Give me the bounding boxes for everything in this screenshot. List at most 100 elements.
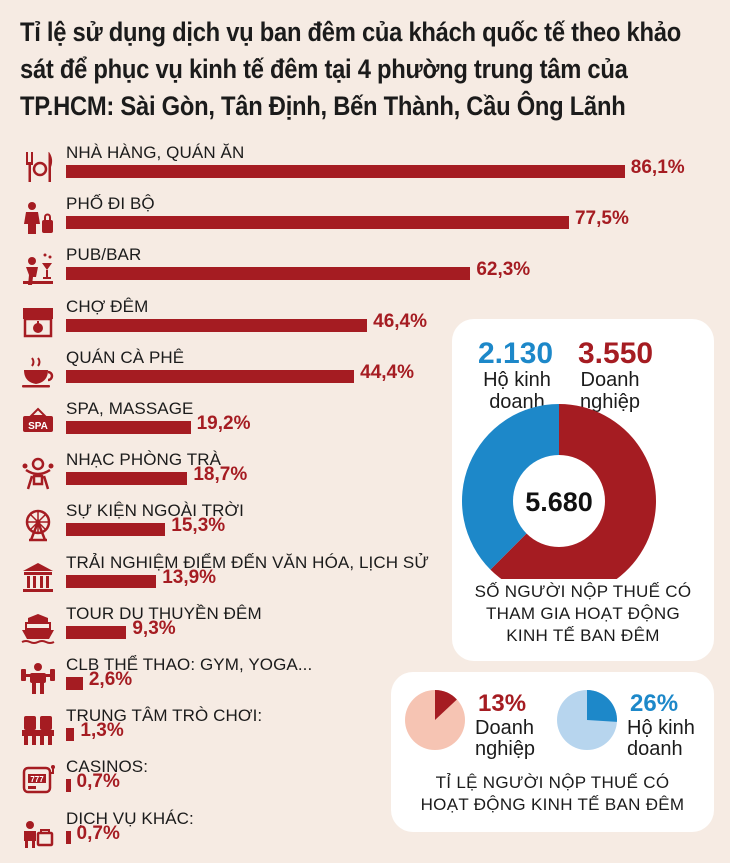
enterprise-count: 3.550 bbox=[578, 337, 654, 370]
bar-value-label: 44,4% bbox=[360, 361, 415, 383]
household-count: 2.130 bbox=[478, 337, 554, 370]
donut-total: 5.680 bbox=[525, 487, 593, 517]
enterprise-pie-label: Doanh nghiệp bbox=[475, 718, 535, 760]
bar-row: SPA SPA, MASSAGE 19,2% bbox=[0, 399, 730, 451]
household-label: Hộ kinh doanh bbox=[472, 369, 562, 413]
household-pie-label-line1: Hộ kinh bbox=[627, 717, 695, 739]
donut-slice bbox=[462, 404, 559, 570]
pub-bar-icon bbox=[20, 251, 56, 287]
walking-street-icon bbox=[20, 200, 56, 236]
enterprise-pie-label-line2: nghiệp bbox=[475, 738, 536, 760]
household-label-line2: doanh bbox=[489, 391, 545, 413]
bar bbox=[66, 369, 355, 383]
enterprise-percent: 13% bbox=[478, 690, 527, 717]
bar-category-label: SPA, MASSAGE bbox=[66, 399, 194, 418]
bar bbox=[66, 165, 625, 178]
enterprise-label: Doanh nghiệp bbox=[570, 369, 650, 413]
bar-value-label: 2,6% bbox=[88, 669, 133, 690]
coffee-cup-icon bbox=[20, 354, 56, 390]
bar-value-label: 13,9% bbox=[162, 566, 217, 588]
ferris-wheel-icon bbox=[20, 507, 56, 543]
bar-row: NHẠC PHÒNG TRÀ 18,7% bbox=[0, 450, 730, 502]
cruise-boat-icon bbox=[20, 610, 56, 646]
bar-row: DỊCH VỤ KHÁC: 0,7% bbox=[0, 809, 730, 861]
chart-title: Tỉ lệ sử dụng dịch vụ ban đêm của khách … bbox=[20, 17, 681, 121]
bar-value-label: 9,3% bbox=[132, 617, 176, 639]
household-label-line1: Hộ kinh bbox=[483, 369, 551, 391]
bar-row: PUB/BAR 62,3% bbox=[0, 245, 730, 297]
bar-category-label: TOUR DU THUYỀN ĐÊM bbox=[66, 603, 262, 623]
svg-text:SPA: SPA bbox=[28, 421, 48, 432]
bar-category-label: QUÁN CÀ PHÊ bbox=[66, 347, 185, 367]
bar-value-label: 46,4% bbox=[373, 310, 427, 332]
bar bbox=[66, 267, 471, 281]
music-performer-icon bbox=[20, 456, 56, 492]
market-stall-icon bbox=[20, 303, 56, 339]
bar bbox=[66, 216, 569, 230]
pie-card: 13% Doanh nghiệp 26% Hộ kinh doanh TỈ LỆ… bbox=[391, 672, 714, 832]
donut-caption-line2: THAM GIA HOẠT ĐỘNG bbox=[486, 604, 680, 623]
bar-row: SỰ KIỆN NGOÀI TRỜI 15,3% bbox=[0, 501, 730, 553]
bar bbox=[66, 830, 71, 844]
bar bbox=[66, 523, 166, 537]
bar-row: PHỐ ĐI BỘ 77,5% bbox=[0, 194, 730, 246]
enterprise-label-line2: nghiệp bbox=[579, 391, 641, 413]
bar-value-label: 62,3% bbox=[476, 259, 531, 281]
bar bbox=[66, 677, 83, 690]
household-pie-label-line2: doanh bbox=[627, 738, 683, 760]
slot-machine-icon: 777 bbox=[20, 763, 56, 799]
bar-category-label: CLB THỂ THAO: GYM, YOGA... bbox=[66, 655, 313, 674]
donut-hole bbox=[513, 455, 605, 547]
bar-value-label: 86,1% bbox=[630, 157, 685, 178]
bar-row: TRẢI NGHIỆM ĐIỂM ĐẾN VĂN HÓA, LỊCH SỬ 13,… bbox=[0, 553, 730, 605]
bar-value-label: 77,5% bbox=[574, 208, 629, 230]
bar bbox=[66, 318, 368, 332]
bar-category-label: NHẠC PHÒNG TRÀ bbox=[66, 450, 222, 470]
fork-knife-icon bbox=[20, 149, 56, 185]
bar-category-label: PUB/BAR bbox=[66, 245, 142, 265]
bar bbox=[66, 728, 75, 742]
bar-value-label: 18,7% bbox=[193, 464, 248, 486]
bar-category-label: TRUNG TÂM TRÒ CHƠI: bbox=[66, 706, 263, 726]
pie-slice bbox=[435, 690, 457, 720]
donut-caption-line1: SỐ NGƯỜI NỘP THUẾ CÓ bbox=[474, 582, 692, 601]
svg-text:777: 777 bbox=[30, 775, 44, 784]
household-pie-label: Hộ kinh doanh bbox=[627, 718, 695, 760]
other-service-icon bbox=[20, 815, 56, 851]
bar-row: QUÁN CÀ PHÊ 44,4% bbox=[0, 348, 730, 400]
dumbbell-icon bbox=[20, 661, 56, 697]
bar-row: 777 CASINOS: 0,7% bbox=[0, 757, 730, 809]
donut-caption: SỐ NGƯỜI NỘP THUẾ CÓ THAM GIA HOẠT ĐỘNG … bbox=[452, 581, 714, 647]
bar-row: CLB THỂ THAO: GYM, YOGA... 2,6% bbox=[0, 655, 730, 707]
bar-category-label: DỊCH VỤ KHÁC: bbox=[66, 808, 194, 828]
arcade-icon bbox=[20, 712, 56, 748]
spa-sign-icon: SPA bbox=[20, 405, 56, 441]
donut-caption-line3: KINH TẾ BAN ĐÊM bbox=[506, 626, 660, 645]
bar bbox=[66, 779, 71, 793]
bar-category-label: NHÀ HÀNG, QUÁN ĂN bbox=[66, 143, 245, 162]
pie-caption-line1: TỈ LỆ NGƯỜI NỘP THUẾ CÓ bbox=[435, 773, 670, 792]
bar-value-label: 0,7% bbox=[76, 771, 120, 793]
bar-category-label: TRẢI NGHIỆM ĐIỂM ĐẾN VĂN HÓA, LỊCH SỬ bbox=[66, 552, 429, 572]
museum-icon bbox=[20, 559, 56, 595]
pie-caption-line2: HOẠT ĐỘNG KINH TẾ BAN ĐÊM bbox=[420, 795, 685, 814]
bar-value-label: 1,3% bbox=[80, 720, 124, 742]
bar-value-label: 19,2% bbox=[196, 413, 251, 434]
bar bbox=[66, 472, 188, 486]
bar bbox=[66, 421, 191, 434]
bar-row: CHỢ ĐÊM 46,4% bbox=[0, 297, 730, 349]
bar bbox=[66, 625, 127, 639]
bar bbox=[66, 574, 157, 588]
household-percent: 26% bbox=[630, 690, 679, 717]
donut-chart: 5.680 bbox=[462, 404, 656, 579]
pie-caption: TỈ LỆ NGƯỜI NỘP THUẾ CÓ HOẠT ĐỘNG KINH T… bbox=[391, 772, 714, 816]
pie-charts bbox=[405, 690, 617, 750]
bar-value-label: 0,7% bbox=[76, 822, 120, 844]
bar-category-label: PHỐ ĐI BỘ bbox=[66, 194, 155, 214]
enterprise-pie-label-line1: Doanh bbox=[475, 717, 534, 739]
bar-category-label: SỰ KIỆN NGOÀI TRỜI bbox=[66, 501, 244, 521]
donut-card: 2.130 Hộ kinh doanh 3.550 Doanh nghiệp 5… bbox=[452, 319, 714, 661]
bar-value-label: 15,3% bbox=[171, 515, 226, 537]
bar-category-label: CASINOS: bbox=[66, 757, 149, 777]
bar-row: TRUNG TÂM TRÒ CHƠI: 1,3% bbox=[0, 706, 730, 758]
